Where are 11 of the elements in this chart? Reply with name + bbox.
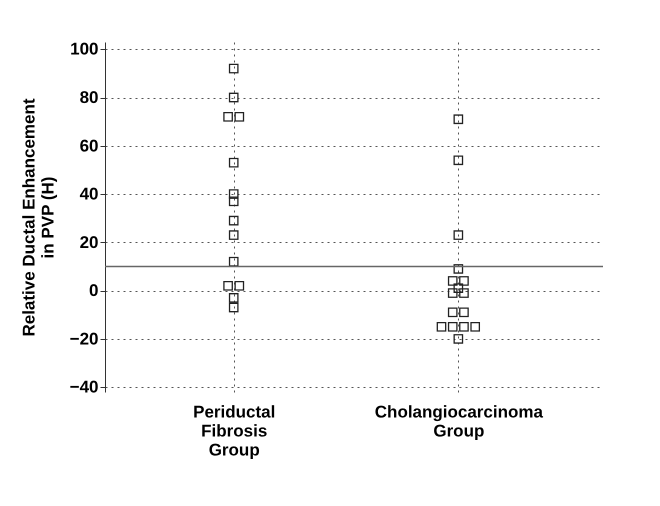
y-tick-label: −20 bbox=[70, 329, 98, 348]
y-tick-label: 20 bbox=[80, 232, 98, 252]
y-tick-label: 40 bbox=[80, 184, 98, 204]
y-tick-label: 100 bbox=[70, 40, 98, 59]
y-tick-label: 80 bbox=[80, 88, 98, 108]
x-tick-label: Periductal Fibrosis Group bbox=[193, 402, 276, 460]
y-axis-title: Relative Ductal Enhancement in PVP (H) bbox=[20, 98, 58, 337]
y-tick-label: 0 bbox=[89, 281, 98, 300]
y-tick-label: −40 bbox=[70, 378, 98, 397]
y-tick-label: 60 bbox=[80, 136, 98, 156]
x-tick-label: Cholangiocarcinoma Group bbox=[374, 402, 544, 440]
